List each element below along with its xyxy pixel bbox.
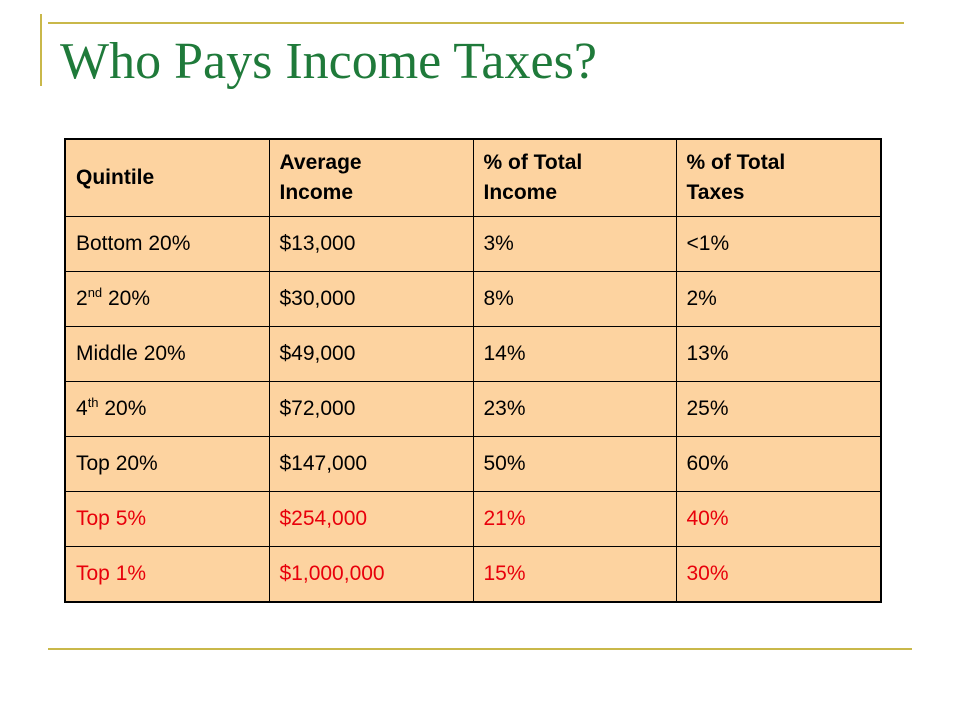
cell-pct-total-taxes: 13% (675, 326, 882, 382)
bottom-rule (48, 648, 912, 650)
header-row: Quintile Average Income % of Total Incom… (64, 138, 882, 217)
cell-quintile: Bottom 20% (64, 216, 270, 272)
header-pct-total-taxes: % of Total Taxes (675, 138, 882, 217)
slide-title: Who Pays Income Taxes? (60, 33, 597, 90)
cell-pct-total-taxes: 30% (675, 546, 882, 603)
top-rule (48, 22, 904, 24)
cell-pct-total-taxes: 60% (675, 436, 882, 492)
cell-pct-total-income: 8% (472, 271, 677, 327)
table-row: Top 1% $1,000,000 15% 30% (64, 546, 882, 603)
ordinal-suffix: nd (87, 285, 103, 300)
cell-pct-total-income: 23% (472, 381, 677, 437)
cell-pct-total-taxes: 25% (675, 381, 882, 437)
ordinal-suffix: th (87, 395, 99, 410)
cell-average-income: $147,000 (268, 436, 474, 492)
cell-pct-total-income: 15% (472, 546, 677, 603)
cell-pct-total-income: 21% (472, 491, 677, 547)
cell-pct-total-income: 50% (472, 436, 677, 492)
table-row: 2nd 20% $30,000 8% 2% (64, 271, 882, 327)
table-row: Top 20% $147,000 50% 60% (64, 436, 882, 492)
cell-quintile: 2nd 20% (64, 271, 270, 327)
tax-table: Quintile Average Income % of Total Incom… (64, 138, 882, 603)
cell-pct-total-income: 14% (472, 326, 677, 382)
cell-average-income: $49,000 (268, 326, 474, 382)
table-row: Middle 20% $49,000 14% 13% (64, 326, 882, 382)
cell-quintile: Middle 20% (64, 326, 270, 382)
table-row: 4th 20% $72,000 23% 25% (64, 381, 882, 437)
cell-pct-total-taxes: 2% (675, 271, 882, 327)
header-quintile: Quintile (64, 138, 270, 217)
cell-average-income: $1,000,000 (268, 546, 474, 603)
left-rule (40, 14, 42, 86)
cell-quintile: Top 5% (64, 491, 270, 547)
cell-pct-total-income: 3% (472, 216, 677, 272)
table-row: Bottom 20% $13,000 3% <1% (64, 216, 882, 272)
cell-average-income: $72,000 (268, 381, 474, 437)
header-pct-total-income: % of Total Income (472, 138, 677, 217)
header-average-income: Average Income (268, 138, 474, 217)
cell-quintile: Top 1% (64, 546, 270, 603)
cell-quintile: Top 20% (64, 436, 270, 492)
cell-average-income: $254,000 (268, 491, 474, 547)
cell-pct-total-taxes: 40% (675, 491, 882, 547)
cell-average-income: $30,000 (268, 271, 474, 327)
cell-average-income: $13,000 (268, 216, 474, 272)
table-row: Top 5% $254,000 21% 40% (64, 491, 882, 547)
cell-quintile: 4th 20% (64, 381, 270, 437)
cell-pct-total-taxes: <1% (675, 216, 882, 272)
